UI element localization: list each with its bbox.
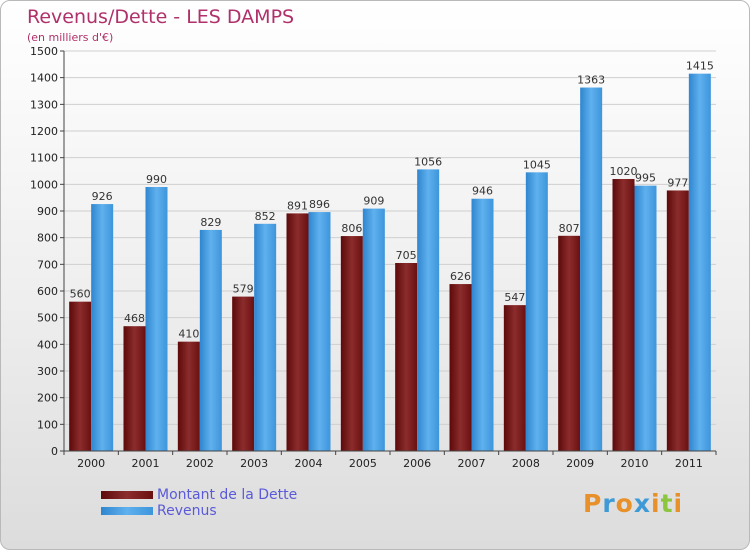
x-tick-label: 2002 (186, 457, 214, 470)
bar-debt (612, 179, 635, 451)
bar-debt (286, 213, 309, 451)
bar-debt (503, 305, 526, 451)
data-label-revenue: 829 (200, 216, 221, 229)
axis-layer: 0 100 200 300 400 500 600 700 800 900 1000 1100 1200… (30, 45, 717, 470)
data-label-revenue: 909 (363, 195, 384, 208)
logo-letter: i (673, 489, 684, 518)
chart-title: Revenus/Dette - LES DAMPS (27, 6, 295, 28)
x-tick-label: 2011 (675, 457, 703, 470)
logo-letter: i (651, 489, 661, 518)
legend-swatch-debt (101, 491, 153, 499)
label-layer: 560 926 468 990 410 829 579 852 891 896 806 909 705 1… (70, 60, 714, 341)
bar-revenue (634, 185, 657, 451)
bar-debt (666, 190, 689, 451)
grid-layer (64, 50, 716, 452)
bar-revenue (471, 198, 494, 451)
legend-label-revenue: Revenus (157, 503, 217, 519)
y-tick-label: 800 (37, 232, 58, 245)
data-label-revenue: 852 (255, 210, 276, 223)
data-label-debt: 1020 (610, 165, 638, 178)
data-label-revenue: 1415 (686, 60, 714, 73)
y-tick-label: 1000 (30, 178, 58, 191)
logo-letter: o (615, 489, 634, 518)
data-label-debt: 547 (504, 291, 525, 304)
bar-revenue (254, 223, 277, 451)
data-label-debt: 560 (70, 288, 91, 301)
bar-debt (69, 301, 92, 451)
y-tick-label: 100 (37, 418, 58, 431)
data-label-debt: 705 (396, 249, 417, 262)
data-label-debt: 807 (559, 222, 580, 235)
bar-debt (232, 296, 255, 451)
data-label-revenue: 1363 (577, 74, 605, 87)
y-tick-label: 700 (37, 258, 58, 271)
y-tick-label: 900 (37, 205, 58, 218)
y-tick-label: 300 (37, 365, 58, 378)
data-label-debt: 626 (450, 270, 471, 283)
bar-revenue (308, 212, 331, 451)
logo-letter: t (660, 489, 674, 518)
x-tick-label: 2005 (349, 457, 377, 470)
data-label-debt: 977 (667, 176, 688, 189)
data-label-debt: 806 (341, 222, 362, 235)
legend-swatch-revenue (101, 507, 153, 515)
x-tick-label: 2008 (512, 457, 540, 470)
y-tick-label: 1500 (30, 45, 58, 58)
bar-revenue (580, 87, 603, 452)
y-tick-label: 0 (51, 445, 58, 458)
y-tick-label: 1300 (30, 98, 58, 111)
data-label-debt: 410 (178, 328, 199, 341)
data-label-revenue: 946 (472, 185, 493, 198)
legend-label-debt: Montant de la Dette (157, 487, 298, 503)
y-tick-label: 200 (37, 392, 58, 405)
bar-revenue (525, 172, 548, 452)
x-tick-label: 2006 (403, 457, 431, 470)
x-tick-label: 2009 (566, 457, 594, 470)
x-tick-label: 2001 (132, 457, 160, 470)
bar-debt (395, 263, 418, 451)
data-label-revenue: 1045 (523, 158, 551, 171)
proxiti-logo: Proxiti (583, 489, 683, 518)
bar-revenue (91, 204, 114, 451)
bar-revenue (417, 169, 440, 451)
bar-revenue (145, 187, 168, 451)
data-label-revenue: 896 (309, 198, 330, 211)
bar-debt (340, 236, 363, 451)
bar-debt (449, 284, 472, 451)
bar-revenue (362, 208, 385, 451)
data-label-revenue: 1056 (414, 155, 442, 168)
data-label-revenue: 990 (146, 173, 167, 186)
bar-revenue (688, 73, 711, 452)
bar-layer (69, 73, 711, 452)
y-tick-label: 600 (37, 285, 58, 298)
data-label-debt: 468 (124, 312, 145, 325)
x-tick-label: 2010 (621, 457, 649, 470)
data-label-revenue: 995 (635, 172, 656, 185)
bar-revenue (199, 229, 222, 451)
logo-letter: P (583, 489, 603, 518)
chart-subtitle: (en milliers d'€) (27, 31, 114, 44)
y-tick-label: 400 (37, 338, 58, 351)
data-label-debt: 891 (287, 199, 308, 212)
y-tick-label: 500 (37, 312, 58, 325)
x-tick-label: 2007 (458, 457, 486, 470)
x-tick-label: 2003 (240, 457, 268, 470)
bar-debt (123, 326, 146, 451)
bar-debt (177, 341, 200, 451)
y-tick-label: 1100 (30, 152, 58, 165)
y-tick-label: 1200 (30, 125, 58, 138)
data-label-debt: 579 (233, 283, 254, 296)
logo-letter: x (633, 489, 651, 518)
data-label-revenue: 926 (92, 190, 113, 203)
x-tick-label: 2004 (295, 457, 323, 470)
y-tick-label: 1400 (30, 72, 58, 85)
logo-letter: r (602, 489, 616, 518)
bar-debt (558, 235, 581, 451)
x-tick-label: 2000 (77, 457, 105, 470)
